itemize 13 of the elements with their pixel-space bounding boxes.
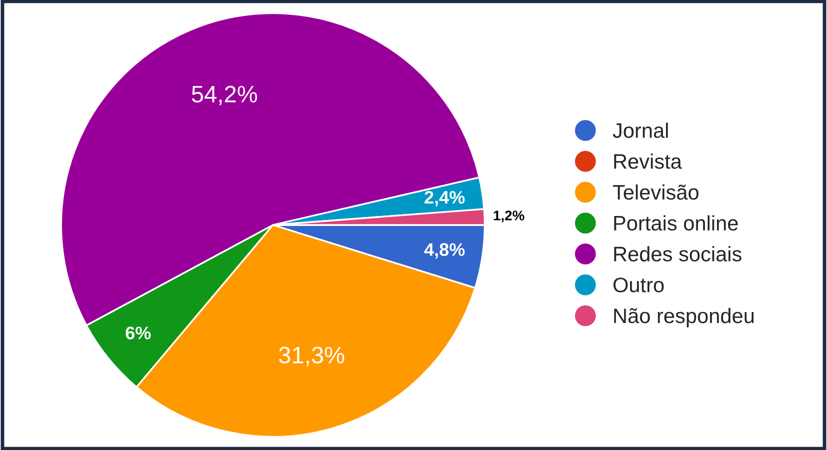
legend-label: Portais online (614, 215, 738, 231)
legend-label: Televisão (612, 184, 698, 200)
legend-label: Não respondeu (614, 308, 754, 328)
data-label: 4,8% (424, 243, 465, 259)
data-label: 54,2% (192, 86, 258, 106)
data-label: 2,4% (424, 190, 465, 206)
legend-label: Redes sociais (614, 246, 742, 262)
data-label: 1,2% (494, 210, 524, 222)
data-label: 31,3% (278, 346, 344, 366)
legend-label: Revista (614, 154, 682, 169)
data-label: 6% (126, 326, 151, 340)
legend-label: Jornal (612, 122, 668, 138)
legend-label: Outro (613, 278, 664, 292)
